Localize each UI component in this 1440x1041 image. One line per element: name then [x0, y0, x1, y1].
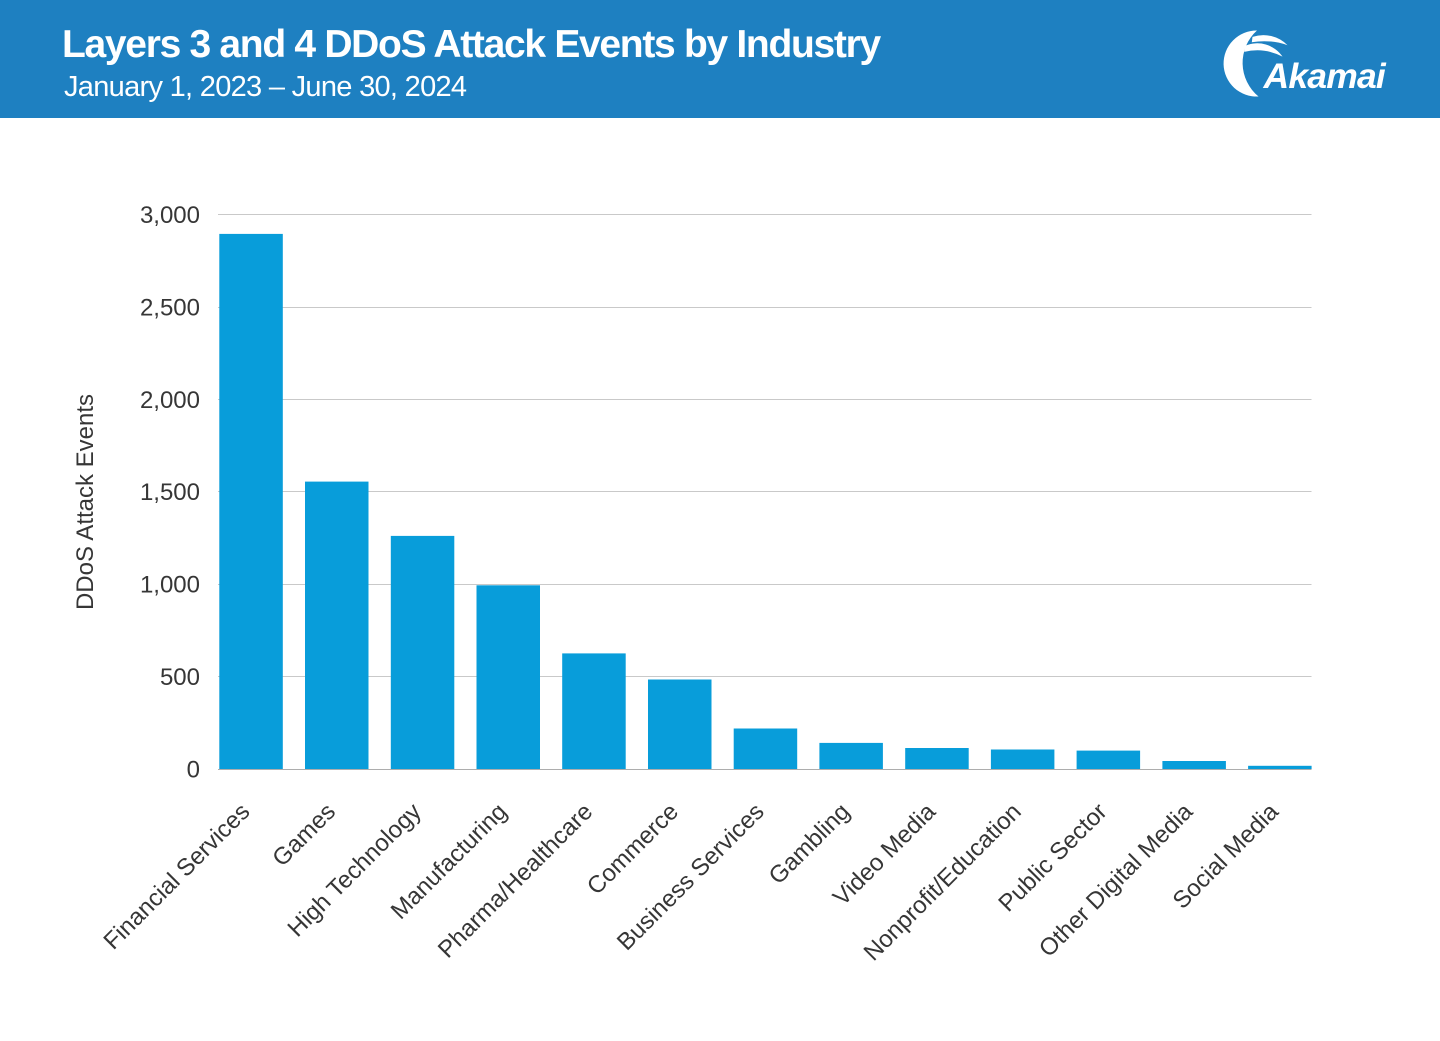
svg-text:0: 0 — [187, 757, 200, 784]
svg-text:3,000: 3,000 — [140, 202, 200, 229]
svg-text:2,000: 2,000 — [140, 387, 200, 414]
svg-text:Nonprofit/Education: Nonprofit/Education — [859, 798, 1027, 966]
svg-text:Pharma/Healthcare: Pharma/Healthcare — [433, 798, 598, 963]
svg-text:Gambling: Gambling — [764, 798, 856, 890]
svg-text:2,500: 2,500 — [140, 294, 200, 321]
svg-text:500: 500 — [160, 664, 200, 691]
svg-text:Akamai: Akamai — [1263, 56, 1387, 96]
svg-text:January 1, 2023 – June 30, 202: January 1, 2023 – June 30, 2024 — [64, 71, 467, 103]
svg-text:Games: Games — [267, 798, 341, 872]
svg-text:1,000: 1,000 — [140, 572, 200, 599]
svg-text:DDoS Attack Events: DDoS Attack Events — [72, 394, 99, 610]
svg-text:Financial Services: Financial Services — [99, 798, 256, 955]
svg-text:Business Services: Business Services — [612, 798, 770, 956]
svg-text:Layers 3 and 4 DDoS Attack Eve: Layers 3 and 4 DDoS Attack Events by Ind… — [62, 23, 881, 66]
svg-text:1,500: 1,500 — [140, 479, 200, 506]
svg-text:Other Digital Media: Other Digital Media — [1034, 798, 1199, 963]
